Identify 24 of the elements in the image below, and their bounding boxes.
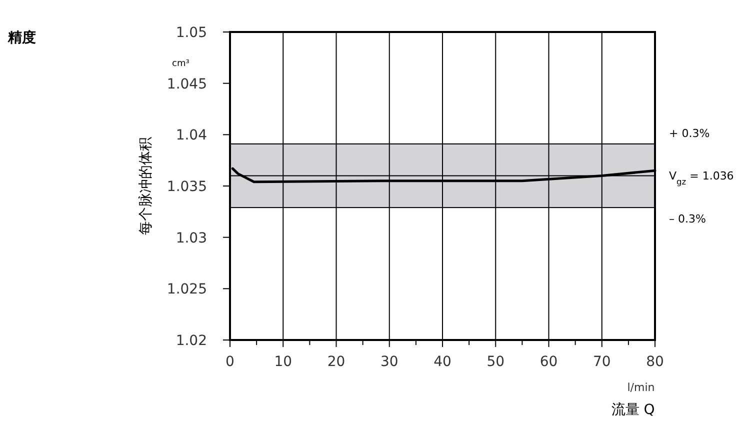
- y-axis-title: 每个脉冲的体积: [138, 137, 154, 235]
- x-tick-label: 30: [380, 354, 398, 370]
- x-tick-label: 60: [540, 354, 558, 370]
- x-tick-label: 50: [486, 354, 505, 370]
- x-tick-label: 80: [646, 354, 664, 370]
- annotation: + 0.3%: [669, 126, 710, 140]
- y-tick-label: 1.05: [176, 25, 207, 41]
- text: 精度: [7, 29, 36, 46]
- y-tick-label: 1.025: [166, 282, 207, 298]
- y-tick-label: 1.02: [176, 333, 207, 349]
- y-tick-label: 1.045: [166, 76, 207, 92]
- x-axis-title: 流量 Q: [611, 402, 655, 418]
- x-tick-label: 20: [327, 354, 346, 370]
- y-tick-label: 1.04: [176, 128, 208, 144]
- text: cm³: [172, 59, 190, 69]
- x-tick-label: 0: [226, 354, 234, 370]
- text: l/min: [627, 381, 655, 394]
- annotation: – 0.3%: [669, 212, 706, 226]
- x-tick-label: 40: [434, 354, 452, 370]
- ref-line-label: V$_{gz}$ = 1.036: [669, 170, 734, 187]
- y-tick-label: 1.035: [166, 179, 207, 195]
- x-tick-label: 70: [592, 354, 611, 370]
- y-tick-label: 1.03: [176, 230, 207, 246]
- x-tick-label: 10: [274, 354, 292, 370]
